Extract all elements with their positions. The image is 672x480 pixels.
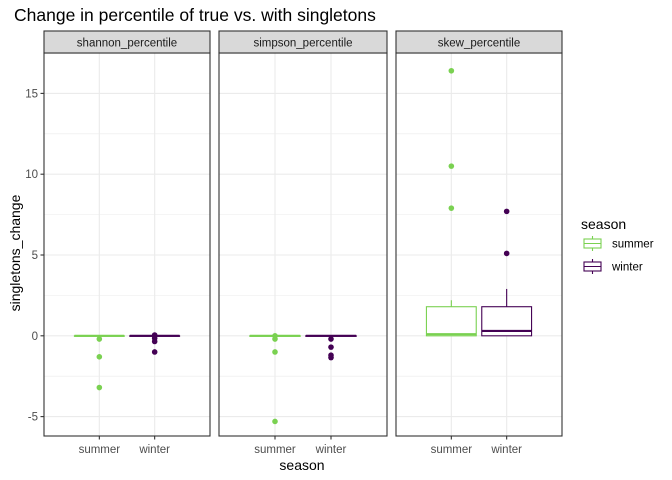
legend-entry-summer: summer (581, 235, 654, 252)
outlier-point (503, 250, 510, 257)
y-tick-label: 15 (25, 88, 38, 100)
outlier-point (272, 349, 278, 355)
x-tick-label: summer (254, 444, 296, 456)
x-tick-label: summer (431, 444, 473, 456)
x-tick-label: winter (490, 444, 522, 456)
facet-panel-skew_percentile: summer winter skew_percentile (395, 30, 563, 456)
outlier-point (448, 163, 455, 169)
y-tick-label: 0 (32, 331, 38, 343)
y-tick-label: 5 (32, 250, 38, 262)
outlier-point (328, 354, 334, 361)
outlier-point (272, 336, 278, 342)
outlier-point (96, 336, 103, 342)
panel-background (219, 53, 387, 436)
outlier-point (328, 344, 334, 350)
facet-panel-shannon_percentile: summer winter shannon_percentile (43, 30, 211, 456)
y-tick-label: 10 (25, 169, 38, 181)
strip-label: shannon_percentile (77, 38, 177, 50)
legend-label: summer (612, 239, 654, 251)
outlier-point (503, 208, 510, 215)
box-iqr (425, 306, 477, 337)
x-tick-label: winter (315, 444, 347, 456)
box-winter (305, 334, 357, 361)
legend-label: winter (611, 262, 643, 274)
legend-entry-winter: winter (581, 258, 643, 275)
outlier-point (448, 205, 455, 211)
y-axis: -5 0 5 10 15 (25, 88, 44, 424)
chart-title: Change in percentile of true vs. with si… (14, 5, 376, 25)
panel-background (396, 53, 562, 436)
box-summer (73, 334, 125, 391)
outlier-point (448, 67, 455, 74)
facet-panel-simpson_percentile: summer winter simpson_percentile (218, 30, 388, 456)
outlier-point (96, 354, 103, 360)
strip-background (218, 30, 388, 54)
outlier-point (272, 418, 278, 425)
legend: season summer winter (581, 216, 654, 275)
strip-label: skew_percentile (438, 38, 520, 50)
y-axis-title: singletons_change (7, 194, 23, 311)
legend-title: season (581, 216, 626, 232)
y-tick-label: -5 (28, 412, 38, 424)
x-axis-title: season (279, 457, 324, 473)
box-summer (249, 333, 301, 425)
box-winter (129, 332, 181, 355)
outlier-point (328, 336, 334, 342)
outlier-point (151, 338, 158, 345)
x-tick-label: winter (138, 444, 170, 456)
strip-background (395, 30, 563, 54)
outlier-point (151, 349, 158, 355)
strip-background (43, 30, 211, 54)
box-winter (481, 208, 533, 337)
panel-background (44, 53, 210, 436)
outlier-point (96, 384, 103, 391)
box-summer (425, 67, 477, 337)
x-tick-label: summer (79, 444, 121, 456)
strip-label: simpson_percentile (253, 38, 352, 50)
